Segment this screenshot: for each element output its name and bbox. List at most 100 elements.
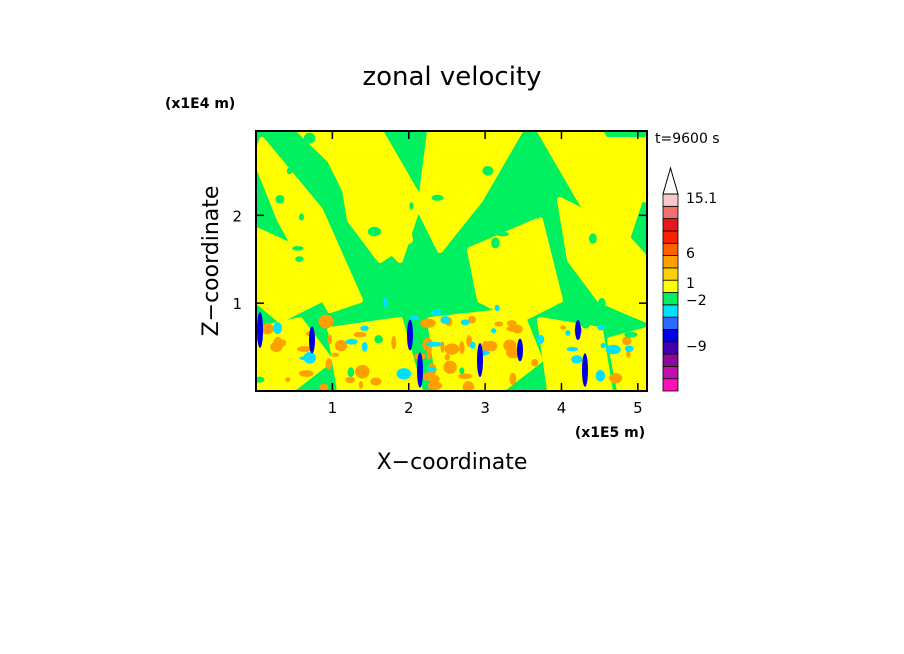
field-patch-cyan <box>469 341 476 349</box>
field-patch-cyan <box>595 370 606 382</box>
x-axis: 1 2 3 4 5 <box>328 131 643 417</box>
field-patch-orange <box>509 372 517 386</box>
field-patch-green <box>426 267 432 278</box>
field-patch-cyan <box>494 304 500 312</box>
colorbar-label: 6 <box>686 246 695 262</box>
field-patch-green <box>459 367 465 375</box>
field-patch-orange <box>458 373 473 379</box>
field-patch-orange <box>420 318 436 329</box>
x-tick-label: 1 <box>328 399 338 417</box>
field-patch-blue <box>575 319 581 341</box>
field-patch-green <box>409 202 414 210</box>
field-patch-green <box>624 331 638 338</box>
field-patch-cyan <box>409 315 420 320</box>
field-patch-orange <box>298 370 314 377</box>
field-patch-orange <box>327 334 333 345</box>
field-patch-orange <box>462 381 475 391</box>
field-patch-cyan <box>565 330 571 336</box>
field-patch-green <box>598 298 606 308</box>
field-patch-orange <box>320 318 326 323</box>
plot-frame <box>255 130 648 392</box>
field-patch-green <box>292 246 304 251</box>
field-patch-orange <box>622 336 632 346</box>
field-patch-green <box>556 303 563 314</box>
field-patch-orange <box>444 354 450 361</box>
field-patch-orange <box>285 377 291 383</box>
x-axis-label: X−coordinate <box>377 450 528 475</box>
colorbar-level <box>662 292 679 306</box>
field-patch-green <box>400 154 410 161</box>
y-tick-label: 2 <box>232 207 242 225</box>
field-patch-orange <box>506 320 517 327</box>
field-patch-cyan <box>440 316 450 325</box>
field-patch-cyan <box>426 366 437 372</box>
field-patch-cyan <box>566 346 579 352</box>
field-patch-orange <box>494 321 504 327</box>
field-patch-orange <box>609 373 623 384</box>
field-patch-green <box>535 210 540 219</box>
field-patch-orange <box>318 314 334 329</box>
field-patch-orange <box>331 352 340 358</box>
field-patch-cyan <box>360 325 369 331</box>
field-patch-cyan <box>537 334 545 344</box>
x-unit-label: (x1E5 m) <box>575 425 645 441</box>
field-region-yellow <box>256 137 363 313</box>
chart-title: zonal velocity <box>362 62 541 92</box>
field-patch-orange <box>444 343 460 355</box>
field-patch-blue <box>309 326 315 354</box>
field-region-yellow <box>256 227 323 323</box>
field-region-yellow <box>417 131 523 253</box>
field-patch-green <box>367 226 381 237</box>
field-patch-cyan <box>600 342 606 349</box>
x-tick-label: 2 <box>404 399 414 417</box>
field-region-yellow <box>557 197 647 323</box>
field-patch-orange <box>334 339 348 352</box>
colorbar-level <box>662 255 679 269</box>
field-patch-green <box>286 167 293 175</box>
field-patch-cyan <box>361 341 368 352</box>
colorbar: 15.1 6 1−2 −9 <box>662 166 717 392</box>
time-label: t=9600 s <box>655 131 720 147</box>
field-patch-blue <box>407 319 413 351</box>
field-patch-blue <box>582 353 588 387</box>
field-patch-cyan <box>597 324 605 331</box>
field-patch-blue <box>257 312 263 348</box>
field-patch-green <box>256 376 265 383</box>
field-patch-orange <box>296 346 313 353</box>
colorbar-level <box>662 218 679 232</box>
field-patch-orange <box>428 374 440 384</box>
colorbar-level <box>662 341 679 355</box>
field-patch-orange <box>468 315 476 324</box>
field-patch-green <box>303 132 316 144</box>
field-patch-cyan <box>345 338 358 345</box>
field-patch-green <box>374 335 383 344</box>
colorbar-level <box>662 365 679 380</box>
field-patch-cyan <box>605 344 621 355</box>
colorbar-label: 15.1 <box>686 191 717 207</box>
field-patch-cyan <box>273 322 283 335</box>
field-patch-green <box>298 213 305 221</box>
field-patch-orange <box>443 360 457 374</box>
field-patch-orange <box>531 358 539 367</box>
field-patch-cyan <box>624 345 634 353</box>
field-patch-green <box>260 193 266 200</box>
field-patch-blue <box>477 343 483 377</box>
field-patch-green <box>388 288 394 297</box>
colorbar-level <box>662 353 679 367</box>
field-patch-green <box>417 307 430 313</box>
field-patch-orange <box>484 340 498 352</box>
field-patch-orange <box>319 383 329 391</box>
field-patch-green <box>496 231 509 237</box>
x-tick-label: 4 <box>557 399 567 417</box>
y-axis: 12 <box>232 207 647 313</box>
colorbar-label: 1 <box>686 276 695 292</box>
colorbar-level <box>662 242 679 256</box>
y-tick-label: 1 <box>232 295 242 313</box>
field-patch-green <box>431 194 444 201</box>
field-patch-orange <box>358 381 363 389</box>
field-patch-orange <box>506 325 519 332</box>
colorbar-level <box>662 205 679 220</box>
colorbar-level <box>662 378 679 392</box>
colorbar-level <box>662 329 679 343</box>
